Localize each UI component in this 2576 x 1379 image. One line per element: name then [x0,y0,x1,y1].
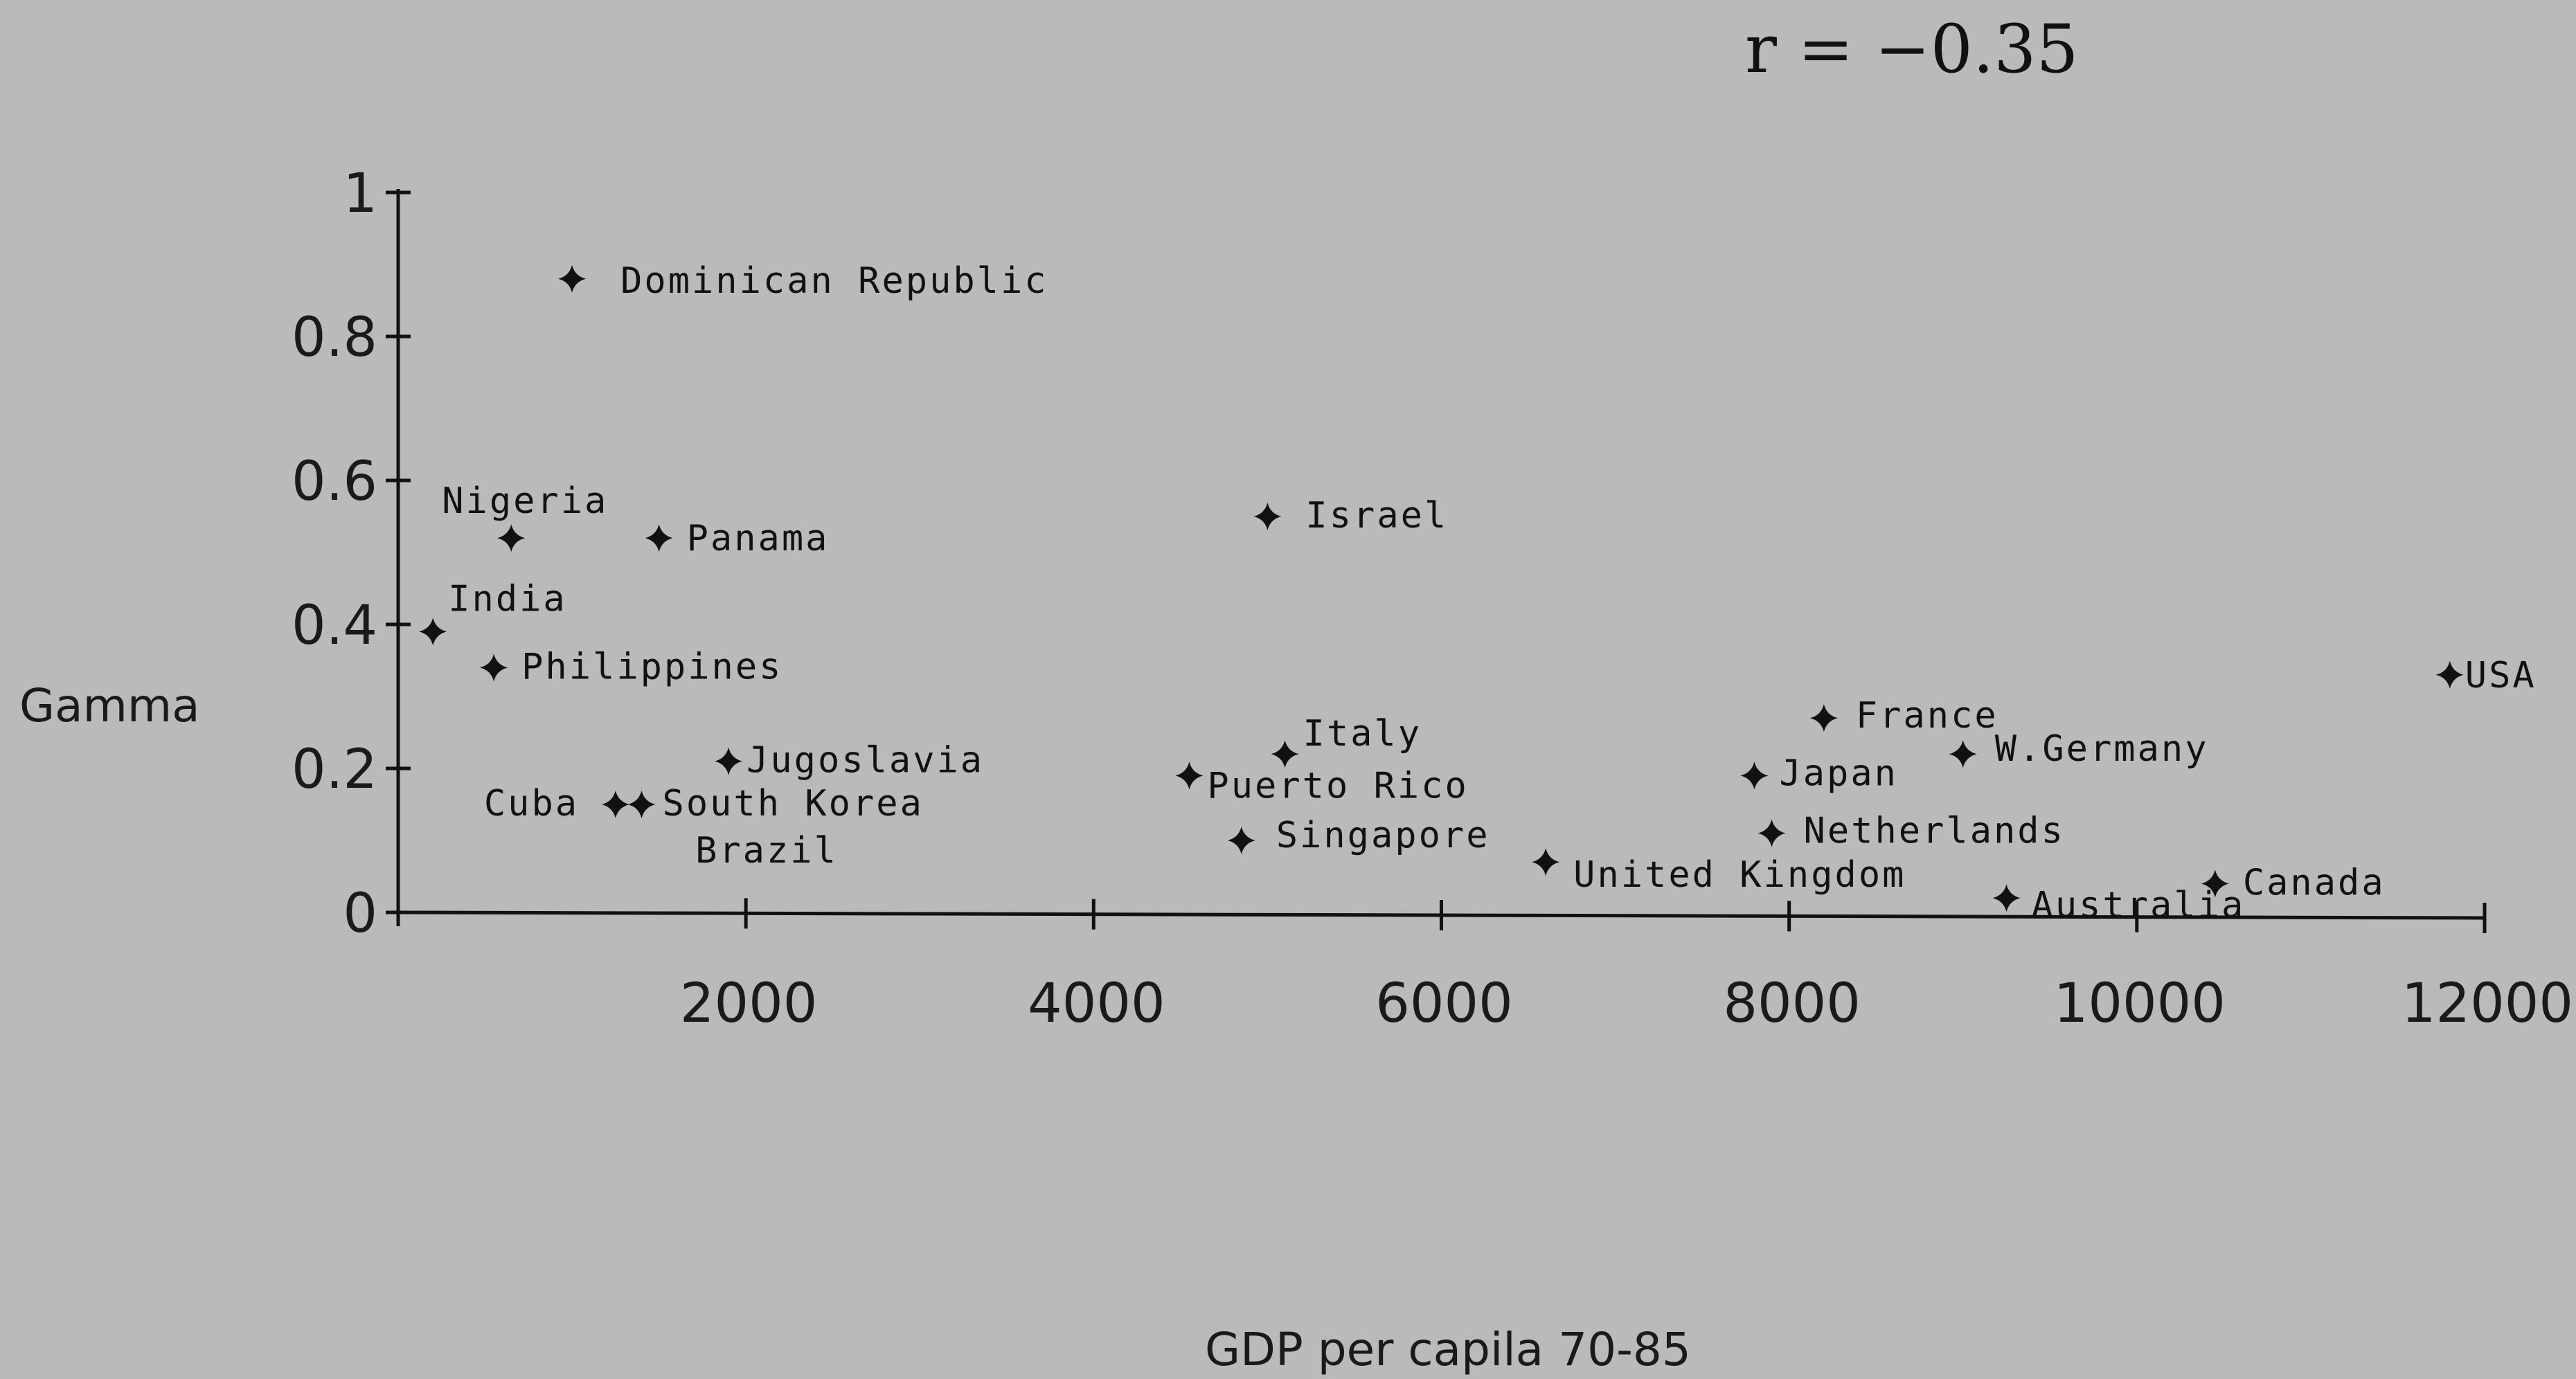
data-point-marker [627,791,656,818]
data-point-label: Italy [1303,713,1422,755]
y-axis-title: Gamma [19,679,200,732]
x-axis-title: GDP per capila 70-85 [1205,1323,1691,1376]
data-point-marker [715,747,743,775]
data-point-marker [1271,740,1299,768]
data-point-label: Japan [1779,752,1898,794]
data-point-marker [601,791,629,818]
y-tick-label: 0.2 [292,739,377,801]
data-point-label: Australia [2032,885,2246,926]
data-point-marker [1227,827,1255,854]
data-point-marker [1992,884,2021,912]
data-point-marker [1757,819,1786,847]
data-point-label: Dominican Republic [620,260,1048,302]
x-tick-label: 10000 [2054,973,2226,1035]
data-point-marker [1740,761,1769,790]
data-point-label: Nigeria [442,480,608,522]
data-point-label: France [1856,695,1998,737]
data-point-label: Philippines [521,646,782,687]
data-point-marker [1175,761,1204,790]
data-point-label: Panama [687,518,830,559]
data-point-marker [558,264,587,293]
data-point-label: India [448,578,567,620]
data-point-label: Jugoslavia [746,740,984,782]
x-tick-label: 12000 [2401,973,2573,1035]
data-point-marker [480,654,508,682]
data-point-label: Netherlands [1804,811,2065,852]
data-point-label: USA [2465,655,2537,696]
data-point-label: Israel [1305,495,1448,537]
data-points: Dominican Republic Nigeria Panama Israel Ind… [419,260,2537,926]
x-tick-label: 4000 [1028,973,1165,1035]
correlation-annotation: r = −0.35 [1745,10,2079,88]
data-point-label: Canada [2243,862,2386,903]
data-point-marker [419,618,447,646]
data-point-label: Cuba [484,783,579,824]
data-point-marker [2201,869,2229,898]
data-point-marker [2435,660,2464,689]
data-point-marker [497,524,526,552]
x-tick-label: 8000 [1723,973,1861,1035]
data-point-label: W.Germany [1995,728,2209,770]
data-point-marker [1809,704,1838,732]
data-point-marker [645,524,673,552]
data-point-marker [1949,740,1977,768]
data-point-label: United Kingdom [1573,854,1906,896]
data-point-label: Singapore [1276,815,1490,856]
y-tick-label: 0.4 [292,595,377,657]
x-tick-label: 2000 [680,973,818,1035]
data-point-label: Brazil [695,830,838,872]
data-point-label: Puerto Rico [1207,765,1468,806]
data-point-marker [1253,503,1282,530]
y-tick-label: 0 [343,883,377,945]
y-tick-label: 1 [343,163,377,225]
x-tick-label: 6000 [1375,973,1513,1035]
data-point-marker [1532,848,1560,876]
y-tick-label: 0.8 [292,307,377,369]
data-point-label: South Korea [663,783,924,824]
y-tick-label: 0.6 [292,451,377,513]
